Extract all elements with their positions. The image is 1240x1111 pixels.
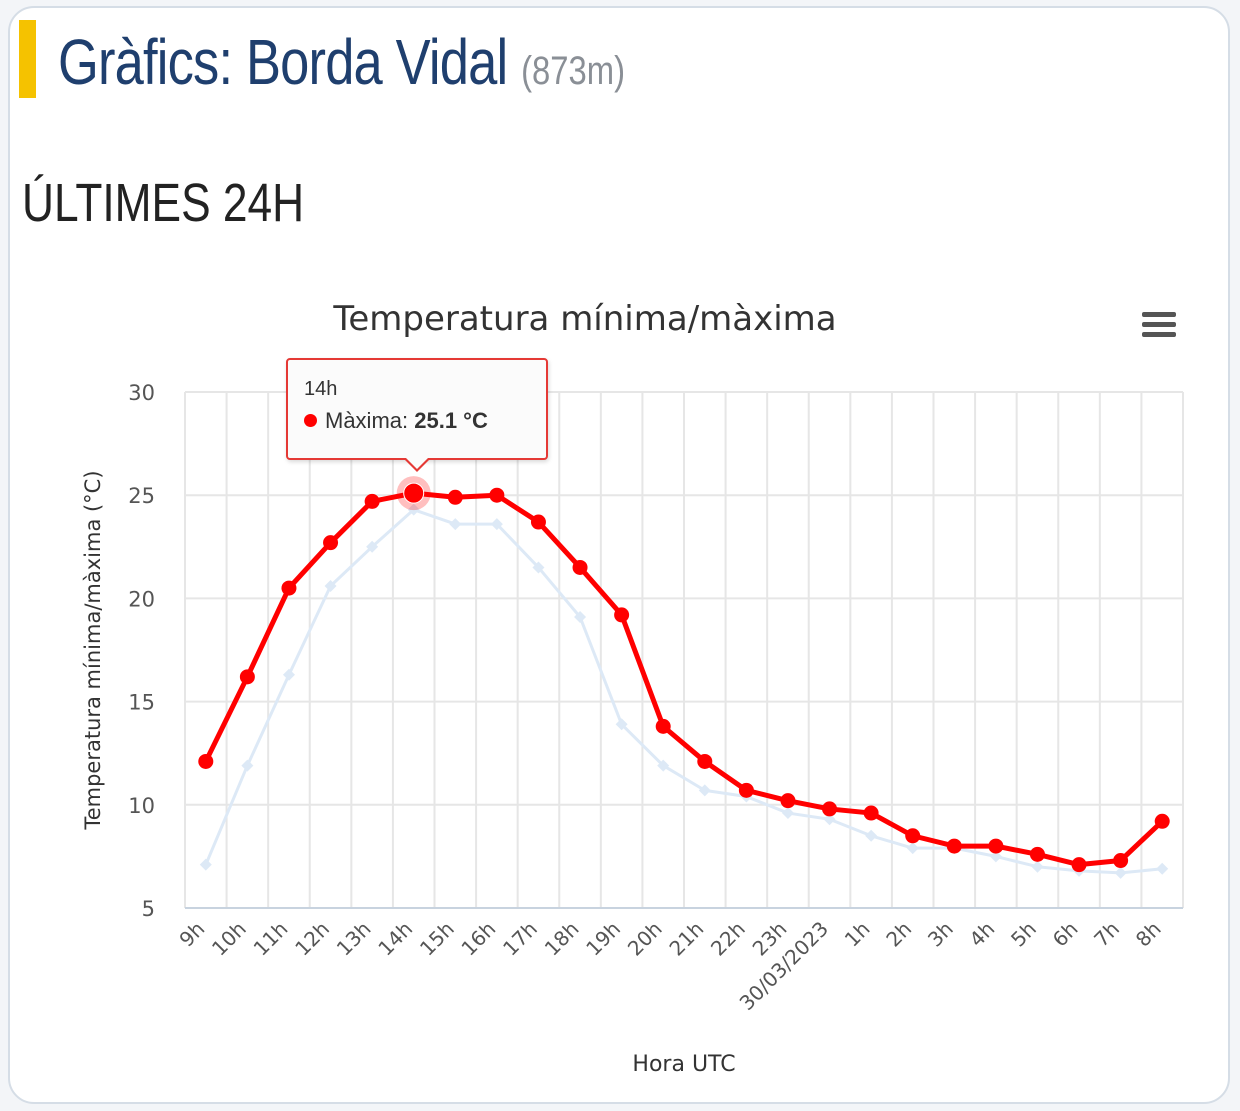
x-tick-label: 14h (373, 917, 417, 961)
data-point-minima (657, 759, 670, 772)
data-point-maxima (655, 718, 671, 734)
data-point-minima (407, 503, 420, 516)
x-axis-title: Hora UTC (632, 1052, 735, 1077)
data-point-minima (1114, 866, 1127, 879)
x-tick-label: 16h (456, 917, 500, 961)
chart-card (8, 6, 1230, 1104)
data-point-minima (574, 610, 587, 623)
tooltip-x-label: 14h (304, 378, 338, 400)
data-point-minima (532, 561, 545, 574)
y-tick-label: 15 (128, 691, 155, 715)
data-point-maxima (239, 669, 255, 685)
x-tick-label: 8h (1131, 917, 1166, 952)
x-tick-label: 17h (498, 917, 542, 961)
x-tick-label: 15h (415, 917, 459, 961)
data-point-maxima (822, 801, 838, 817)
y-tick-label: 25 (128, 484, 155, 508)
data-point-maxima (530, 514, 546, 530)
data-point-maxima (780, 793, 796, 809)
data-point-minima (989, 850, 1002, 863)
y-axis: 5 10 15 20 25 30 (128, 381, 155, 921)
x-tick-label: 18h (540, 917, 584, 961)
data-point-maxima (489, 487, 505, 503)
data-point-minima (823, 813, 836, 826)
data-point-maxima (697, 753, 713, 769)
x-tick-label: 7h (1089, 917, 1124, 952)
data-point-maxima (863, 805, 879, 821)
tooltip-arrow-inner (406, 458, 428, 469)
y-axis-title: Temperatura mínima/màxima (°C) (81, 470, 105, 830)
data-point-maxima (323, 535, 339, 551)
x-tick-label: 5h (1006, 917, 1041, 952)
tooltip-row: Màxima: 25.1 °C (304, 408, 488, 434)
data-point-minima (324, 580, 337, 593)
data-point-minima (906, 842, 919, 855)
tooltip-series-marker (304, 414, 317, 427)
x-tick-label: 12h (290, 917, 334, 961)
data-point-minima (490, 518, 503, 531)
x-tick-label: 22h (706, 917, 750, 961)
data-point-minima (449, 518, 462, 531)
data-point-minima (282, 668, 295, 681)
section-title: ÚLTIMES 24H (22, 173, 305, 233)
data-point-minima (1031, 860, 1044, 873)
station-altitude: (873m) (521, 49, 625, 93)
data-point-maxima (1029, 846, 1045, 862)
data-point-minima (241, 759, 254, 772)
station-title: Gràfics: Borda Vidal (873m) (58, 22, 625, 111)
hamburger-menu-icon-bar (1142, 322, 1176, 327)
x-tick-label: 20h (623, 917, 667, 961)
data-point-maxima (281, 580, 297, 596)
x-tick-label: 1h (840, 917, 875, 952)
chart-grid (184, 391, 1184, 909)
data-point-maxima (738, 782, 754, 798)
x-tick-label: 4h (964, 917, 999, 952)
chart-title: Temperatura mínima/màxima (332, 299, 836, 339)
data-point-maxima (905, 828, 921, 844)
data-point-maxima (1154, 813, 1170, 829)
hamburger-menu-icon-bar (1142, 312, 1176, 317)
y-tick-label: 10 (128, 794, 155, 818)
data-point-maxima (988, 838, 1004, 854)
y-tick-label: 20 (128, 587, 155, 611)
tooltip-series-name: Màxima (325, 408, 403, 433)
data-point-maxima (447, 489, 463, 505)
x-tick-label: 3h (923, 917, 958, 952)
data-point-minima (615, 718, 628, 731)
x-axis: 9h10h11h12h13h14h15h16h17h18h19h20h21h22… (174, 907, 1183, 1015)
station-title-text: Gràfics: Borda Vidal (58, 26, 508, 98)
data-point-maxima (614, 607, 630, 623)
x-tick-label: 9h (174, 917, 209, 952)
x-tick-label: 2h (881, 917, 916, 952)
data-point-minima (366, 540, 379, 553)
series-maxima (198, 476, 1170, 873)
data-point-minima (199, 858, 212, 871)
data-point-maxima (198, 753, 214, 769)
data-point-maxima (1071, 857, 1087, 873)
title-accent-bar (19, 20, 36, 98)
data-point-maxima (572, 559, 588, 575)
data-point-minima (1156, 862, 1169, 875)
tooltip-value: 25.1 °C (414, 408, 488, 433)
x-tick-label: 6h (1048, 917, 1083, 952)
data-point-maxima (946, 838, 962, 854)
hamburger-menu-icon-bar (1142, 332, 1176, 337)
chart-tooltip: 14h Màxima: 25.1 °C (286, 358, 548, 472)
data-point-minima (865, 829, 878, 842)
x-tick-label: 10h (207, 917, 251, 961)
x-tick-label: 19h (581, 917, 625, 961)
series-line-minima (204, 508, 1163, 875)
chart-menu-button[interactable] (1136, 306, 1180, 346)
data-point-minima (781, 807, 794, 820)
y-tick-label: 30 (128, 381, 155, 405)
data-point-minima (698, 784, 711, 797)
y-tick-label: 5 (142, 897, 155, 921)
x-tick-label: 13h (332, 917, 376, 961)
data-point-maxima-active (403, 482, 425, 504)
data-point-maxima (1113, 853, 1129, 869)
x-tick-label: 21h (664, 917, 708, 961)
data-point-maxima (364, 493, 380, 509)
x-tick-label: 11h (249, 917, 293, 961)
